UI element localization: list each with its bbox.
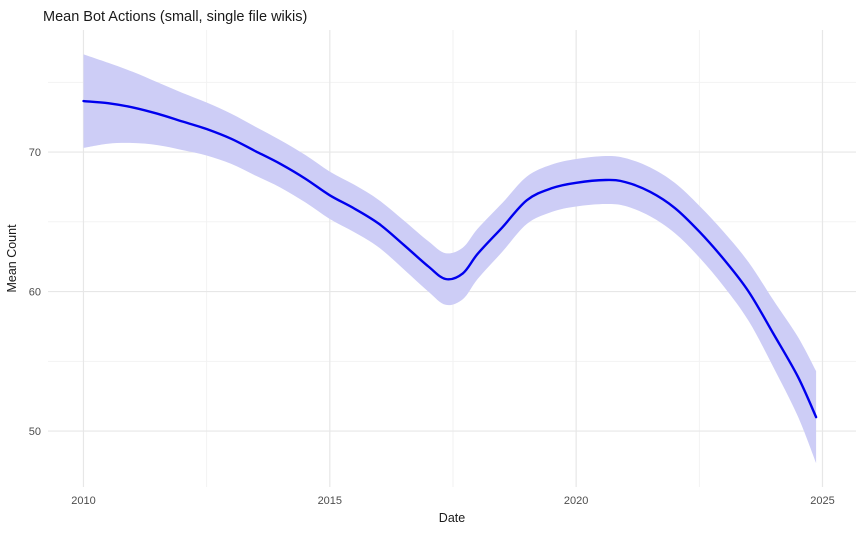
confidence-band xyxy=(83,54,817,464)
y-axis-title: Mean Count xyxy=(5,224,19,293)
y-tick-label: 50 xyxy=(29,426,41,438)
y-axis-tick-labels: 50 60 70 xyxy=(29,147,41,438)
y-tick-label: 60 xyxy=(29,287,41,299)
x-tick-label: 2010 xyxy=(71,495,95,507)
y-tick-label: 70 xyxy=(29,147,41,159)
x-axis-tick-labels: 2010 2015 2020 2025 xyxy=(71,495,835,507)
trend-line xyxy=(82,99,818,419)
minor-gridlines xyxy=(48,30,856,487)
x-tick-label: 2015 xyxy=(318,495,342,507)
x-axis-title: Date xyxy=(439,511,465,525)
x-tick-label: 2025 xyxy=(810,495,834,507)
major-gridlines xyxy=(48,30,856,487)
x-tick-label: 2020 xyxy=(564,495,588,507)
trend-line-path xyxy=(82,99,818,419)
confidence-band-area xyxy=(83,54,817,464)
chart-title: Mean Bot Actions (small, single file wik… xyxy=(43,9,307,25)
